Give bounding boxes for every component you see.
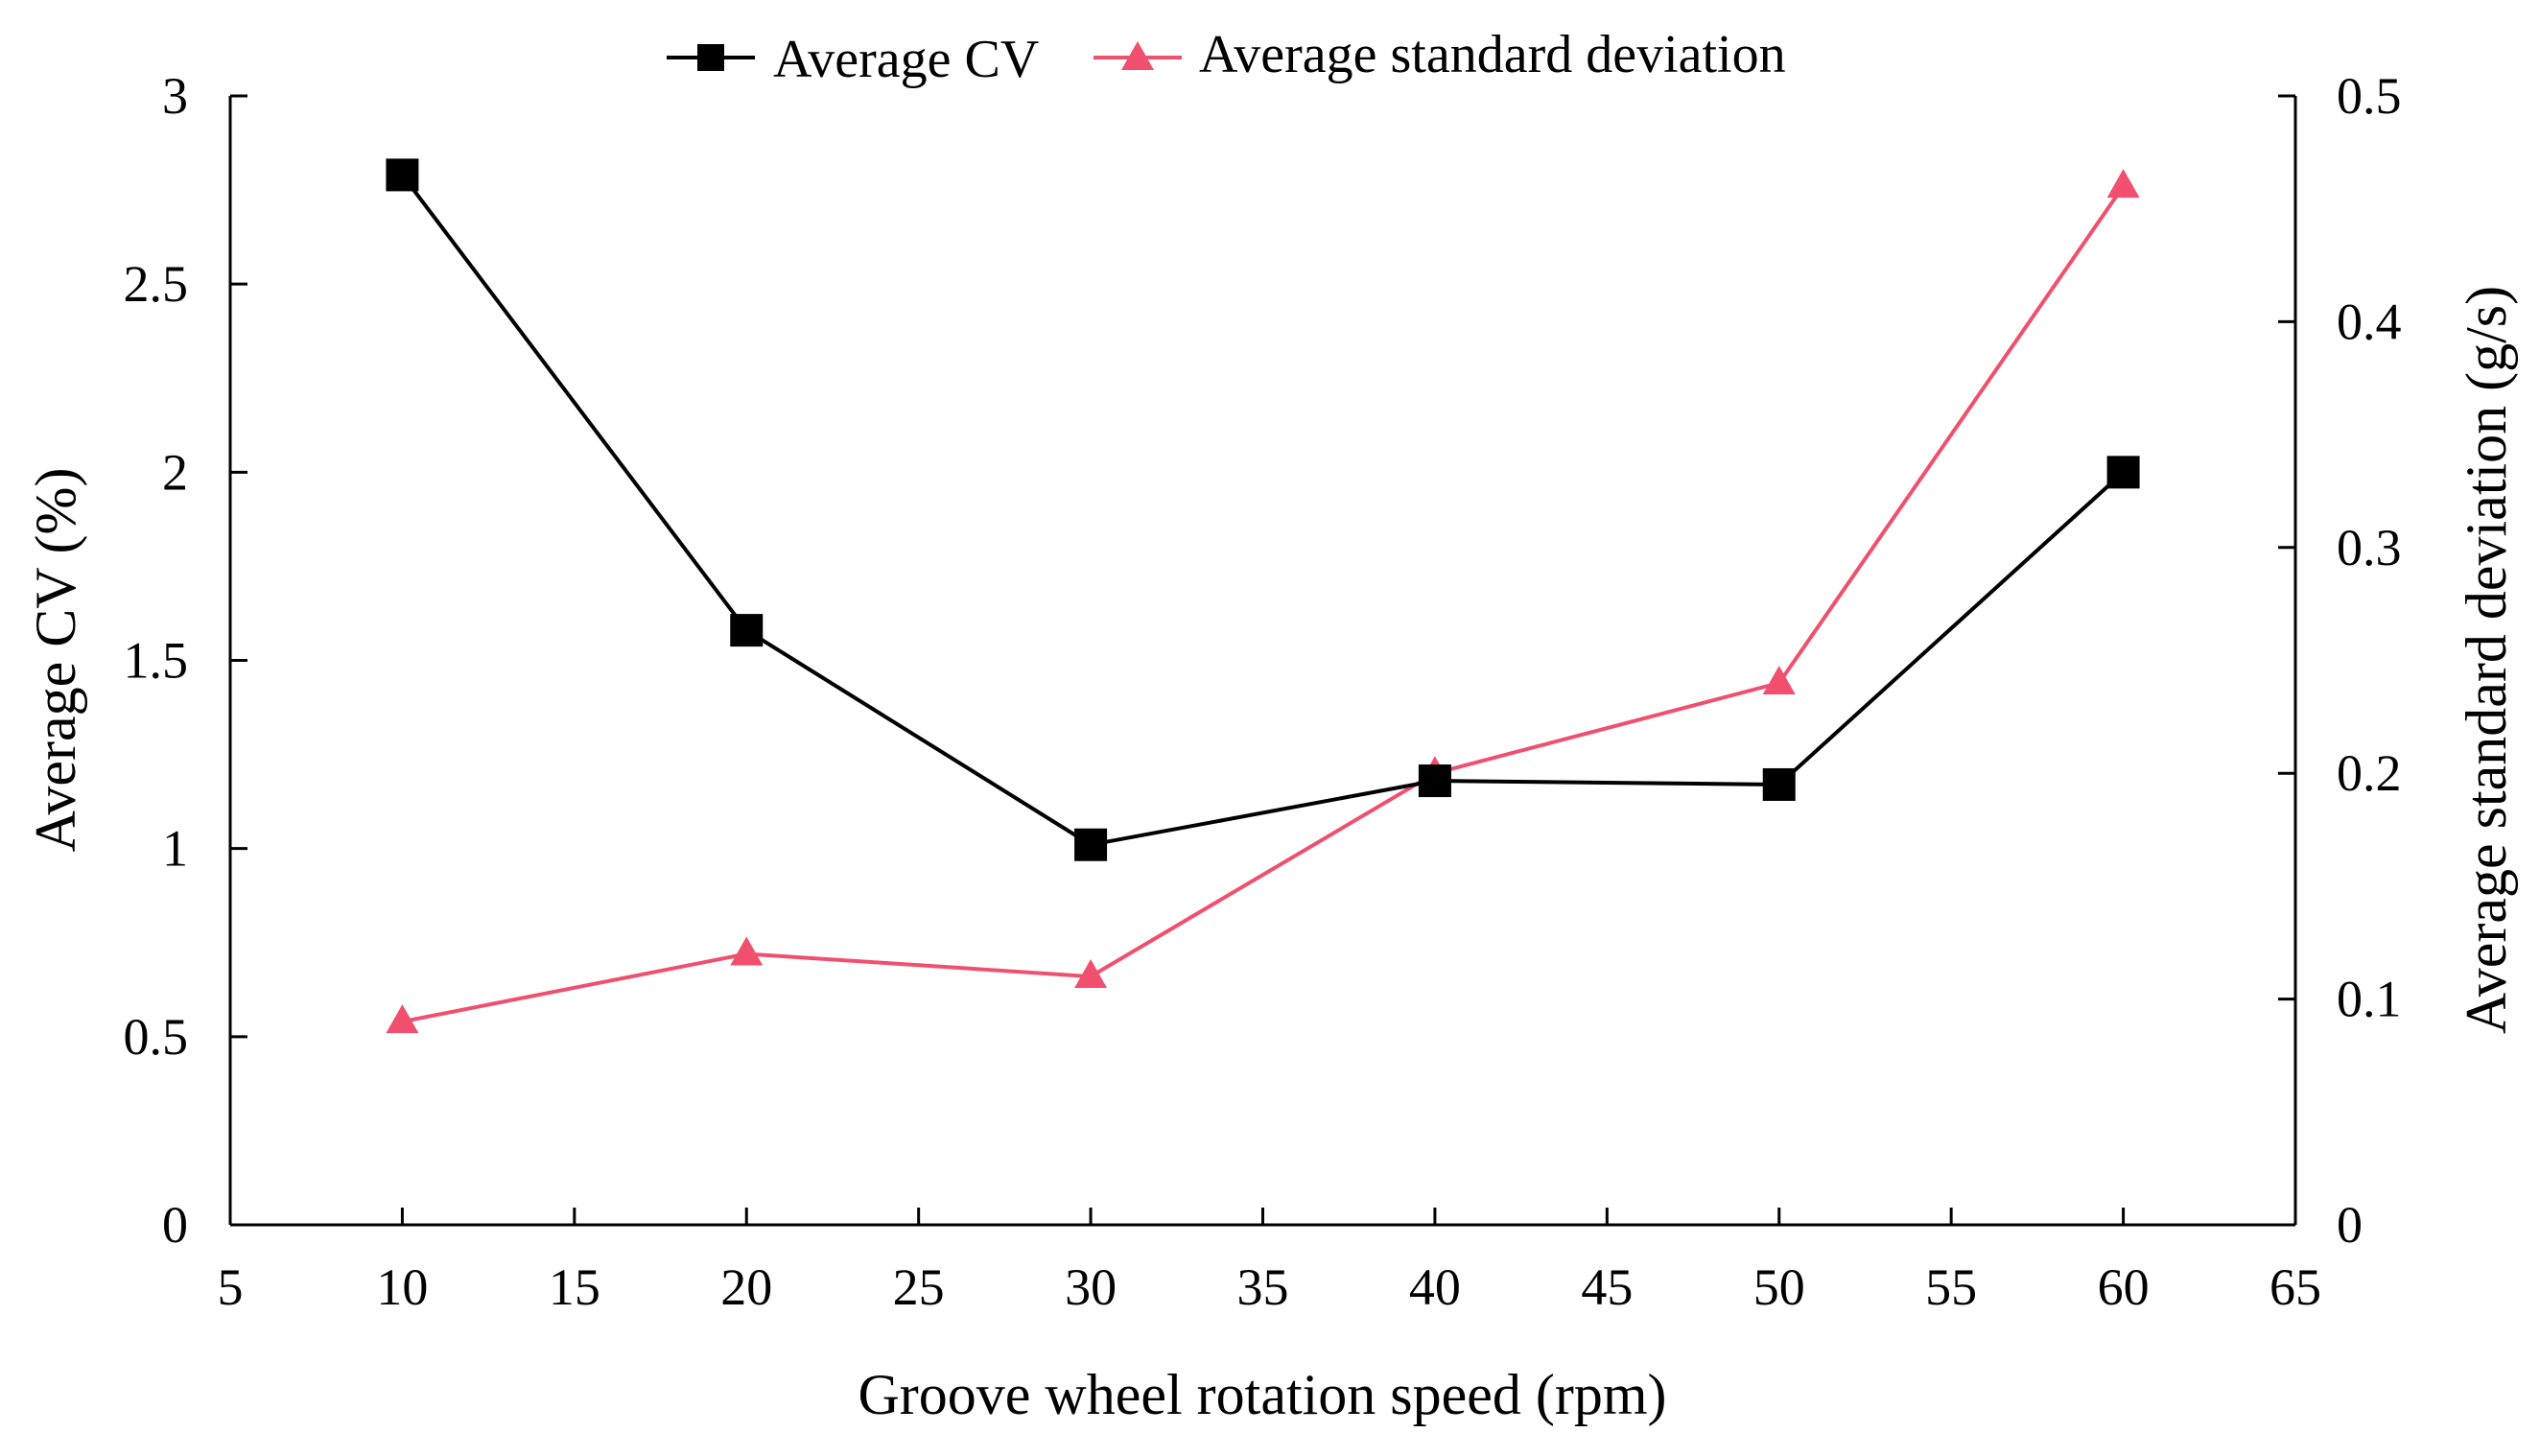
x-tick-label: 35 bbox=[1237, 1258, 1289, 1316]
legend: Average CV Average standard deviation bbox=[667, 25, 1786, 89]
data-point-average-cv bbox=[386, 158, 419, 192]
series-line-average-cv bbox=[400, 174, 2125, 847]
y-right-tick-label: 0.1 bbox=[2337, 971, 2402, 1028]
y-right-tick-label: 0 bbox=[2337, 1196, 2363, 1254]
data-point-average-standard-deviation bbox=[2106, 169, 2140, 199]
legend-item-average-standard-deviation: Average standard deviation bbox=[1094, 25, 1786, 84]
legend-cv-marker bbox=[697, 44, 724, 71]
x-axis-title: Groove wheel rotation speed (rpm) bbox=[858, 1363, 1666, 1426]
axes bbox=[228, 96, 2297, 1227]
y-left-tick-label: 2.5 bbox=[124, 255, 189, 313]
x-tick-label: 25 bbox=[893, 1258, 945, 1316]
data-point-average-standard-deviation bbox=[386, 1004, 419, 1034]
y-right-tick-label: 0.4 bbox=[2337, 293, 2402, 350]
y-left-tick-label: 0 bbox=[162, 1196, 188, 1254]
data-point-average-standard-deviation bbox=[1074, 959, 1108, 989]
data-point-average-cv bbox=[2106, 456, 2140, 489]
data-point-average-standard-deviation bbox=[1762, 666, 1796, 695]
x-tick-label: 5 bbox=[218, 1258, 244, 1316]
y-left-tick-label: 1 bbox=[162, 820, 188, 878]
x-tick-label: 40 bbox=[1409, 1258, 1461, 1316]
y-left-tick-label: 1.5 bbox=[124, 632, 189, 690]
x-tick-label: 20 bbox=[720, 1258, 772, 1316]
y-axis-right-title: Average standard deviation (g/s) bbox=[2455, 286, 2518, 1034]
x-tick-label: 15 bbox=[549, 1258, 600, 1316]
ticks: 5 10 15 20 25 30 35 40 45 50 55 60 6500.511.522.5300… bbox=[124, 67, 2402, 1316]
x-tick-label: 30 bbox=[1065, 1258, 1117, 1316]
x-tick-label: 55 bbox=[1925, 1258, 1977, 1316]
x-tick-label: 60 bbox=[2098, 1258, 2150, 1316]
x-tick-label: 10 bbox=[376, 1258, 428, 1316]
y-right-tick-label: 0.2 bbox=[2337, 744, 2402, 802]
data-point-average-cv bbox=[730, 614, 764, 647]
y-right-tick-label: 0.5 bbox=[2337, 67, 2402, 125]
data-point-average-cv bbox=[1762, 767, 1796, 801]
y-left-tick-label: 2 bbox=[162, 443, 188, 501]
y-left-tick-label: 3 bbox=[162, 67, 188, 125]
y-left-tick-label: 0.5 bbox=[124, 1008, 189, 1066]
data-point-average-standard-deviation bbox=[730, 936, 764, 966]
y-axis-left-title: Average CV (%) bbox=[24, 468, 87, 853]
data-point-average-cv bbox=[1074, 828, 1108, 861]
y-right-tick-label: 0.3 bbox=[2337, 519, 2402, 576]
data-point-average-cv bbox=[1418, 764, 1451, 798]
x-tick-label: 50 bbox=[1753, 1258, 1805, 1316]
legend-cv-label: Average CV bbox=[773, 30, 1039, 89]
x-tick-label: 65 bbox=[2270, 1258, 2321, 1316]
legend-sd-label: Average standard deviation bbox=[1199, 25, 1786, 84]
series bbox=[386, 158, 2140, 1034]
legend-item-average-cv: Average CV bbox=[667, 30, 1039, 89]
series-line-average-standard-deviation bbox=[402, 185, 2126, 1024]
x-tick-label: 45 bbox=[1581, 1258, 1633, 1316]
legend-sd-marker bbox=[1121, 41, 1154, 70]
